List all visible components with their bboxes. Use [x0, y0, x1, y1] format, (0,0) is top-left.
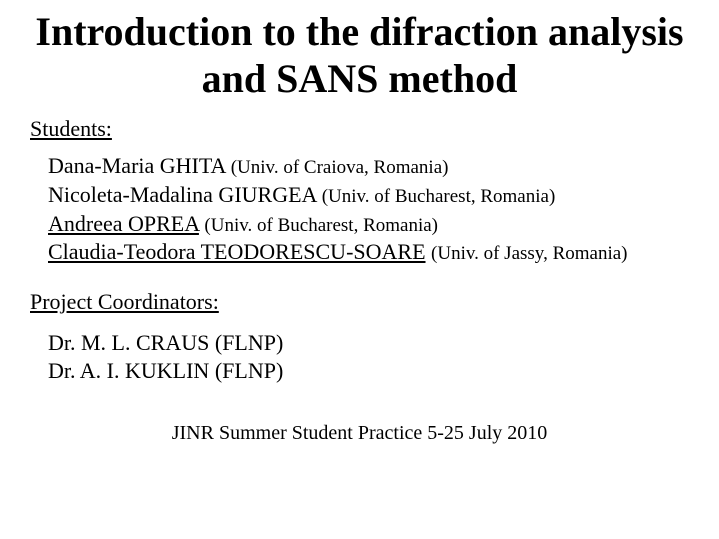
student-name: Claudia-Teodora TEODORESCU-SOARE	[48, 239, 426, 264]
coordinator-line: Dr. M. L. CRAUS (FLNP)	[48, 329, 689, 357]
student-name: Dana-Maria GHITA	[48, 153, 225, 178]
student-affil: (Univ. of Bucharest, Romania)	[204, 215, 438, 236]
student-line: Nicoleta-Madalina GIURGEA (Univ. of Buch…	[48, 181, 689, 210]
student-affil: (Univ. of Craiova, Romania)	[231, 157, 449, 178]
slide-title: Introduction to the difraction analysis …	[30, 8, 689, 102]
footer-text: JINR Summer Student Practice 5-25 July 2…	[30, 422, 689, 445]
student-affil: (Univ. of Jassy, Romania)	[431, 243, 627, 264]
coordinator-line: Dr. A. I. KUKLIN (FLNP)	[48, 357, 689, 385]
student-affil: (Univ. of Bucharest, Romania)	[322, 186, 556, 207]
student-line: Dana-Maria GHITA (Univ. of Craiova, Roma…	[48, 152, 689, 181]
coordinators-heading: Project Coordinators:	[30, 289, 689, 315]
student-line: Andreea OPREA (Univ. of Bucharest, Roman…	[48, 210, 689, 239]
student-line: Claudia-Teodora TEODORESCU-SOARE (Univ. …	[48, 238, 689, 267]
slide: Introduction to the difraction analysis …	[0, 0, 719, 539]
coordinators-list: Dr. M. L. CRAUS (FLNP) Dr. A. I. KUKLIN …	[30, 329, 689, 384]
students-heading: Students:	[30, 116, 689, 142]
student-name: Nicoleta-Madalina GIURGEA	[48, 182, 316, 207]
students-list: Dana-Maria GHITA (Univ. of Craiova, Roma…	[30, 152, 689, 267]
student-name: Andreea OPREA	[48, 211, 199, 236]
